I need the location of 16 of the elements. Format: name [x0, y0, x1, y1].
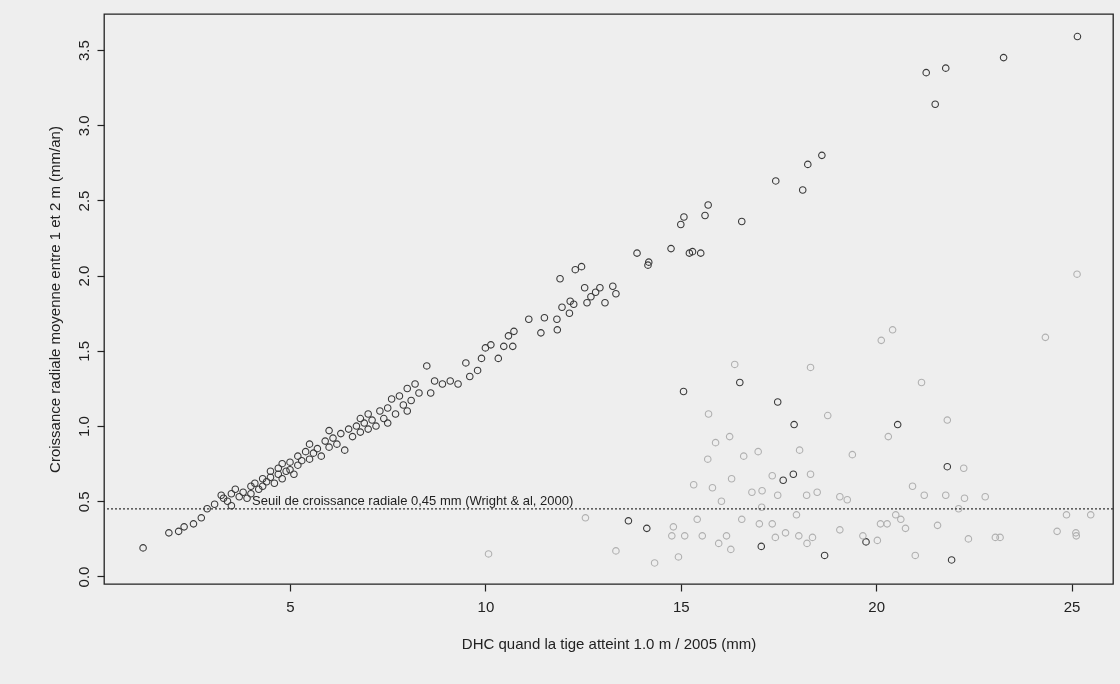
x-tick-label: 5 [286, 597, 295, 615]
x-axis-title: DHC quand la tige atteint 1.0 m / 2005 (mm) [461, 634, 757, 652]
y-tick-label: 0.5 [74, 491, 92, 513]
x-tick-label: 15 [672, 597, 690, 615]
y-tick-label: 0.0 [74, 566, 92, 588]
y-tick-label: 1.5 [74, 340, 92, 362]
x-tick-label: 10 [477, 597, 495, 615]
y-axis-title: Croissance radiale moyenne entre 1 et 2 m (mm/an) [45, 126, 63, 473]
y-tick-label: 2.5 [74, 190, 92, 212]
y-tick-label: 3.0 [74, 115, 92, 137]
y-tick-label: 1.0 [74, 416, 92, 438]
x-tick-label: 20 [868, 597, 886, 615]
y-tick-label: 2.0 [74, 265, 92, 287]
x-tick-label: 25 [1063, 597, 1081, 615]
ref-line-label: Seuil de croissance radiale 0,45 mm (Wright & al, 2000) [252, 492, 574, 508]
y-tick-label: 3.5 [74, 40, 92, 62]
